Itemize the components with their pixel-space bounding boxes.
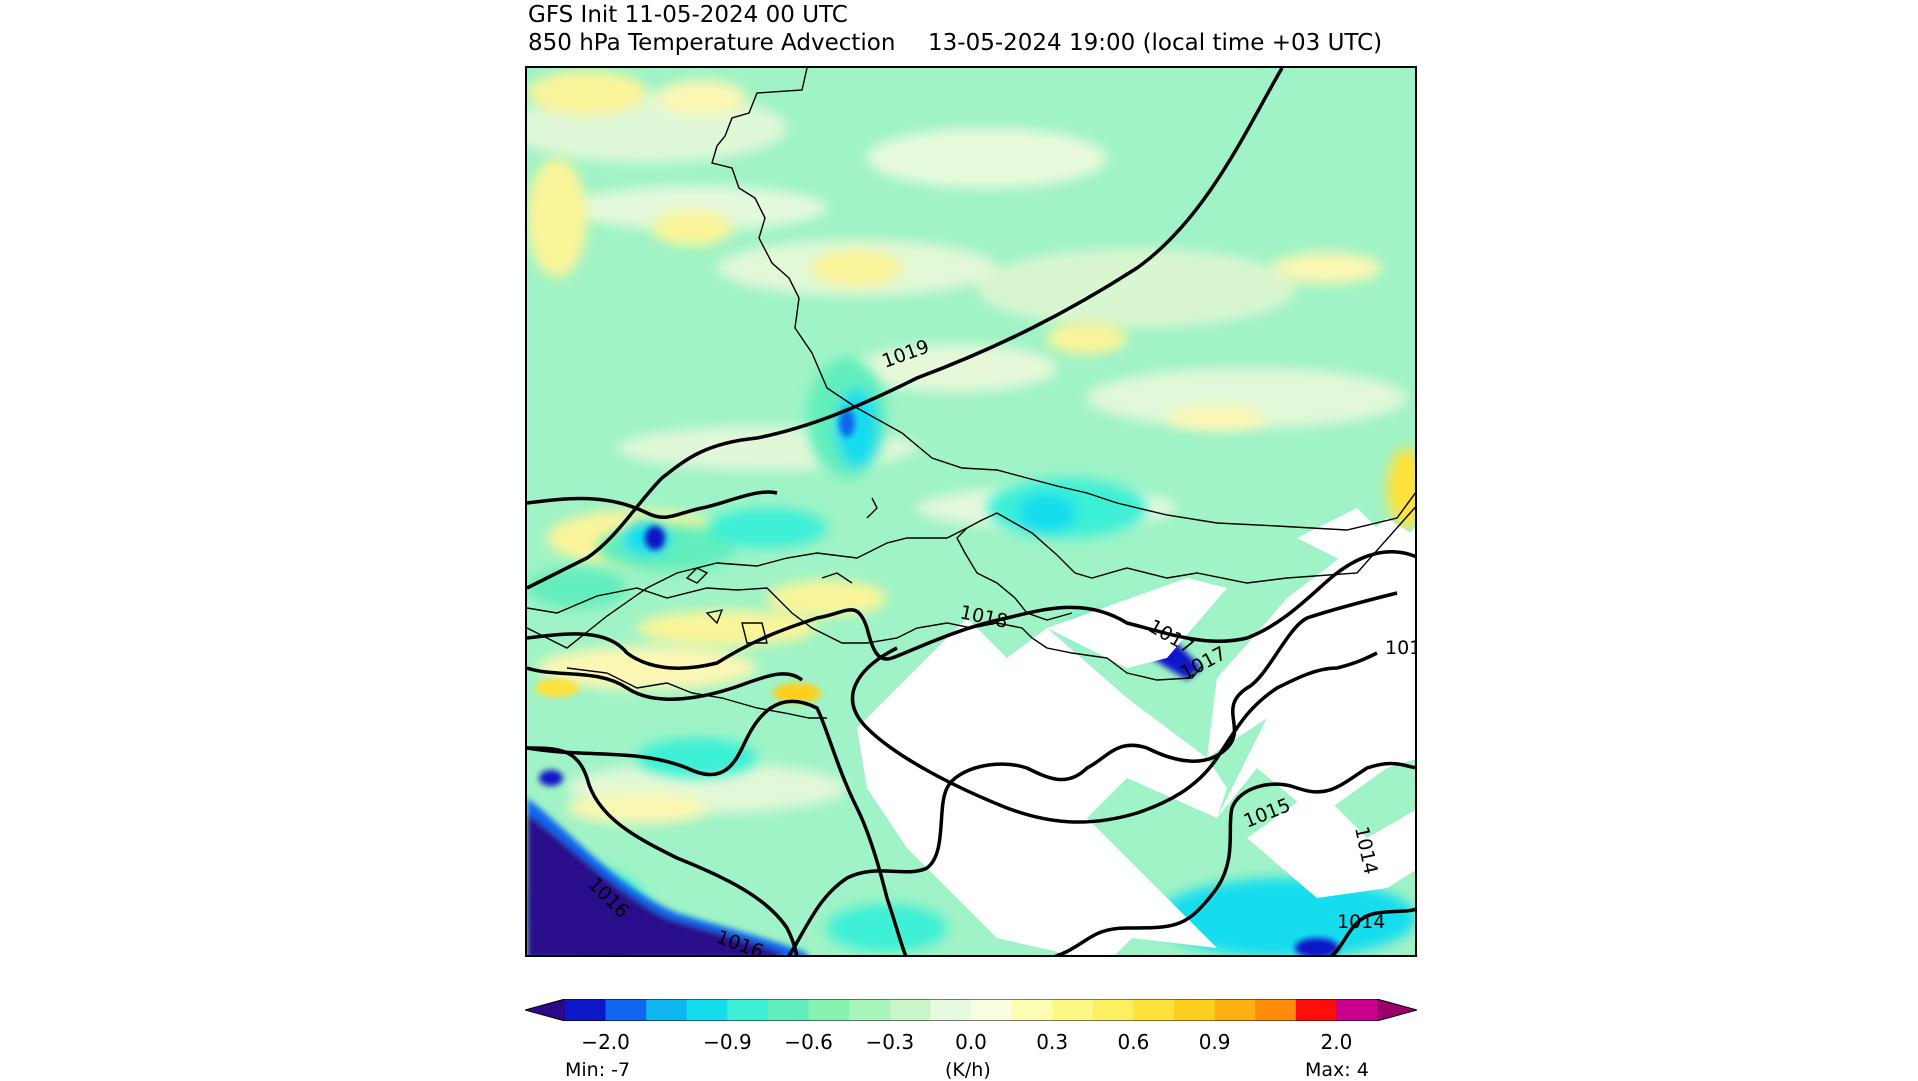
colorbar-cell xyxy=(1336,999,1378,1021)
weak-advection-bands xyxy=(527,93,1407,813)
colorbar-cell xyxy=(768,999,810,1021)
colorbar-cell xyxy=(1133,999,1175,1021)
isobars xyxy=(527,68,1415,955)
colorbar-cell xyxy=(686,999,728,1021)
colorbar-under-triangle xyxy=(525,999,565,1021)
isobar-label-1014-b: 1014 xyxy=(1337,911,1385,933)
colorbar-cell xyxy=(849,999,891,1021)
colorbar-cell xyxy=(971,999,1013,1021)
colorbar-cell xyxy=(1295,999,1337,1021)
terrain-mask xyxy=(857,508,1415,955)
colorbar-cell xyxy=(727,999,769,1021)
colorbar-cell xyxy=(1011,999,1053,1021)
cold-advection-areas xyxy=(527,358,1415,955)
coastlines xyxy=(527,68,1415,719)
colorbar-cell xyxy=(1052,999,1094,1021)
colorbar-tick-label: 0.6 xyxy=(1117,1030,1150,1054)
colorbar xyxy=(525,999,1417,1021)
colorbar-cell xyxy=(605,999,647,1021)
field-title: 850 hPa Temperature Advection xyxy=(528,30,896,56)
colorbar-cell xyxy=(1092,999,1134,1021)
colorbar-cell xyxy=(565,999,607,1021)
colorbar-tick-label: 0.0 xyxy=(955,1030,987,1054)
unit-label: (K/h) xyxy=(945,1059,991,1081)
colorbar-cell xyxy=(1214,999,1256,1021)
colorbar-over-triangle xyxy=(1377,999,1417,1021)
colorbar-cell xyxy=(1255,999,1297,1021)
min-label: Min: -7 xyxy=(565,1059,631,1081)
colorbar-cell xyxy=(930,999,972,1021)
colorbar-cell xyxy=(646,999,688,1021)
colorbar-tick-label: 0.9 xyxy=(1198,1030,1231,1054)
colorbar-tick-label: −0.6 xyxy=(784,1030,833,1054)
colorbar-tick-label: 0.3 xyxy=(1036,1030,1069,1054)
colorbar-tick-label: −0.3 xyxy=(865,1030,915,1054)
valid-time-title: 13-05-2024 19:00 (local time +03 UTC) xyxy=(928,30,1383,56)
colorbar-cell xyxy=(889,999,931,1021)
map-canvas: 1019 1018 1017 1017 1015 1014 1014 1016 … xyxy=(527,68,1417,955)
colorbar-tick-label: 2.0 xyxy=(1320,1030,1353,1054)
colorbar-tick-label: −2.0 xyxy=(581,1030,630,1054)
isobar-label-1016-edge: 1016 xyxy=(1385,637,1417,659)
model-init-title: GFS Init 11-05-2024 00 UTC xyxy=(528,2,848,28)
colorbar-cell xyxy=(1174,999,1216,1021)
max-label: Max: 4 xyxy=(1305,1059,1369,1081)
colorbar-cell xyxy=(808,999,850,1021)
colorbar-tick-label: −0.9 xyxy=(703,1030,752,1054)
advection-map: 1019 1018 1017 1017 1015 1014 1014 1016 … xyxy=(525,66,1417,957)
